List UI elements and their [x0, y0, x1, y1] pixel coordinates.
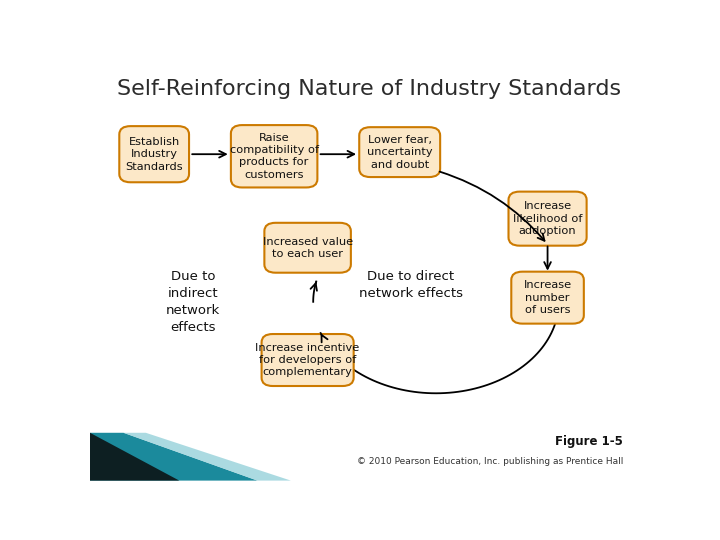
Text: Lower fear,
uncertainty
and doubt: Lower fear, uncertainty and doubt	[367, 134, 433, 170]
Text: Increase
number
of users: Increase number of users	[523, 280, 572, 315]
FancyBboxPatch shape	[511, 272, 584, 323]
Text: © 2010 Pearson Education, Inc. publishing as Prentice Hall: © 2010 Pearson Education, Inc. publishin…	[356, 457, 623, 467]
Text: Due to
indirect
network
effects: Due to indirect network effects	[166, 270, 220, 334]
Text: Due to direct
network effects: Due to direct network effects	[359, 270, 463, 300]
Text: Increase incentive
for developers of
complementary: Increase incentive for developers of com…	[256, 342, 360, 377]
FancyBboxPatch shape	[231, 125, 318, 187]
FancyBboxPatch shape	[359, 127, 440, 177]
FancyBboxPatch shape	[261, 334, 354, 386]
Text: Increased value
to each user: Increased value to each user	[263, 237, 353, 259]
Text: Raise
compatibility of
products for
customers: Raise compatibility of products for cust…	[230, 133, 319, 180]
Polygon shape	[124, 433, 291, 481]
Text: Figure 1-5: Figure 1-5	[555, 435, 623, 448]
FancyBboxPatch shape	[120, 126, 189, 183]
Polygon shape	[90, 433, 258, 481]
Text: Increase
likelihood of
addoption: Increase likelihood of addoption	[513, 201, 582, 236]
Text: Establish
Industry
Standards: Establish Industry Standards	[125, 137, 183, 172]
FancyBboxPatch shape	[264, 223, 351, 273]
Polygon shape	[90, 433, 179, 481]
Text: Self-Reinforcing Nature of Industry Standards: Self-Reinforcing Nature of Industry Stan…	[117, 79, 621, 99]
FancyBboxPatch shape	[508, 192, 587, 246]
